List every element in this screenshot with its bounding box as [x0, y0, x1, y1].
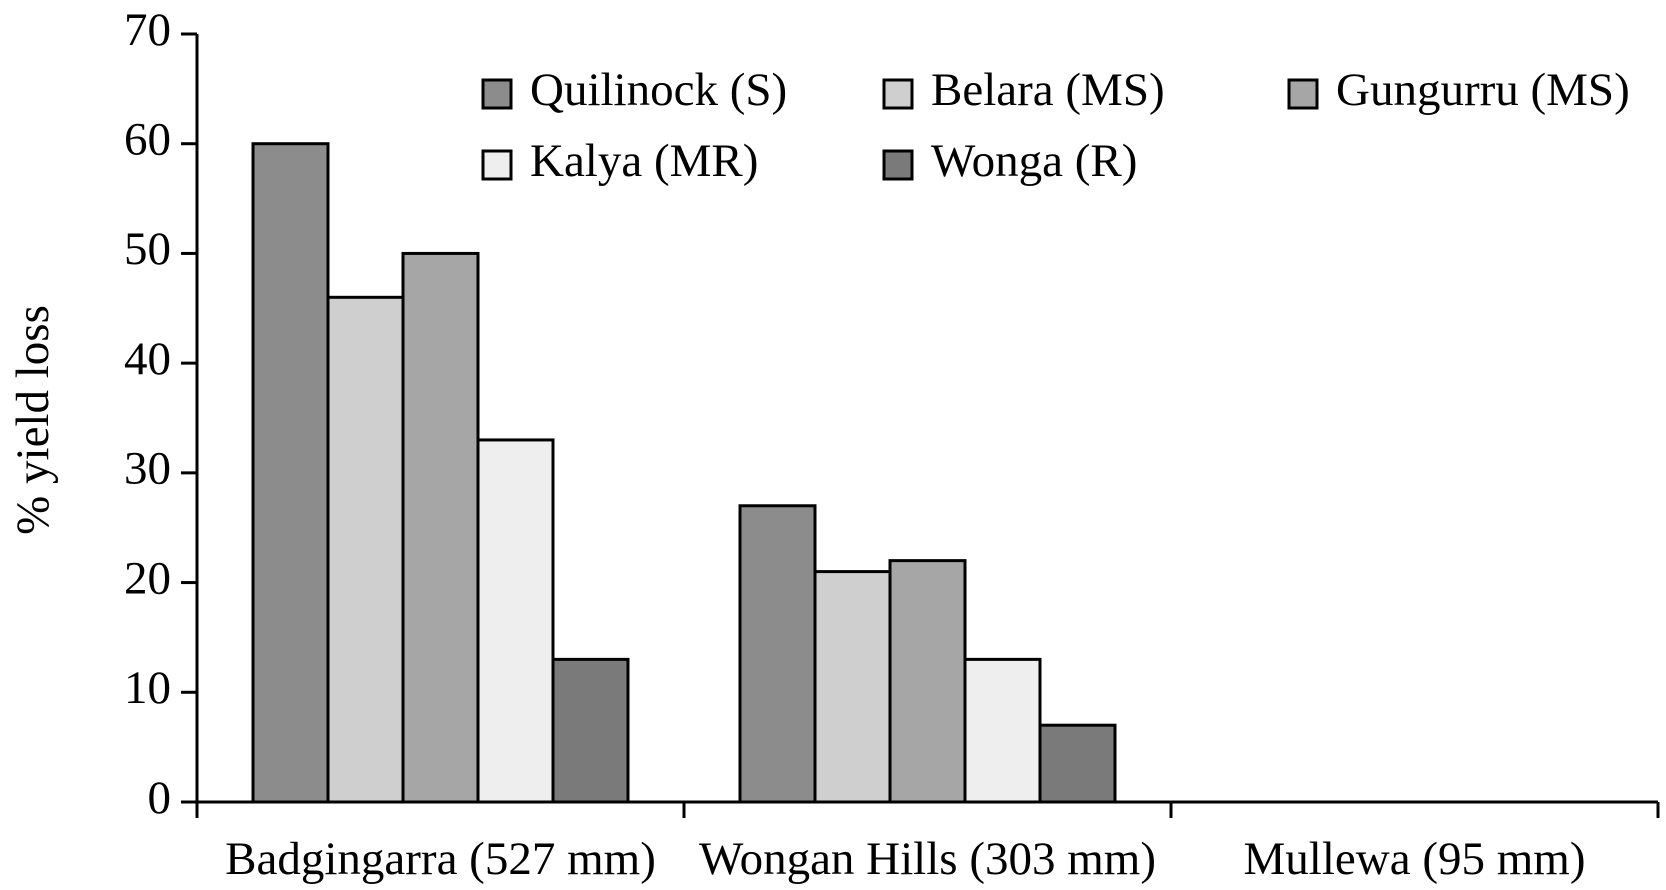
legend-swatch: [882, 78, 914, 110]
x-tick-label: Mullewa (95 mm): [1244, 833, 1586, 885]
legend-label: Quilinock (S): [530, 64, 787, 116]
bar: [813, 570, 892, 804]
y-tick-label: 0: [148, 772, 172, 824]
bar: [326, 295, 405, 804]
legend-label: Wonga (R): [931, 135, 1137, 187]
legend-swatch: [481, 149, 513, 181]
y-tick-label: 70: [124, 4, 171, 56]
legend-swatch: [1287, 78, 1319, 110]
y-tick-label: 20: [124, 552, 171, 604]
bar: [1038, 723, 1117, 804]
y-axis-label: % yield loss: [7, 305, 59, 535]
x-tick-label: Wongan Hills (303 mm): [699, 833, 1156, 885]
legend-swatch: [882, 149, 914, 181]
bar: [476, 438, 555, 804]
legend-label: Gungurru (MS): [1336, 64, 1630, 116]
y-tick-label: 50: [124, 223, 171, 275]
y-tick-label: 40: [124, 333, 171, 385]
y-tick-label: 10: [124, 662, 171, 714]
y-tick-label: 60: [124, 113, 171, 165]
bar: [551, 657, 630, 804]
legend-label: Belara (MS): [931, 64, 1165, 116]
bar: [963, 657, 1042, 804]
bar: [251, 142, 330, 804]
y-tick-label: 30: [124, 443, 171, 495]
bar: [738, 504, 817, 804]
x-tick-label: Badgingarra (527 mm): [225, 833, 656, 885]
bar: [888, 559, 967, 804]
legend-label: Kalya (MR): [530, 135, 758, 187]
legend-swatch: [481, 78, 513, 110]
bar: [401, 251, 480, 804]
